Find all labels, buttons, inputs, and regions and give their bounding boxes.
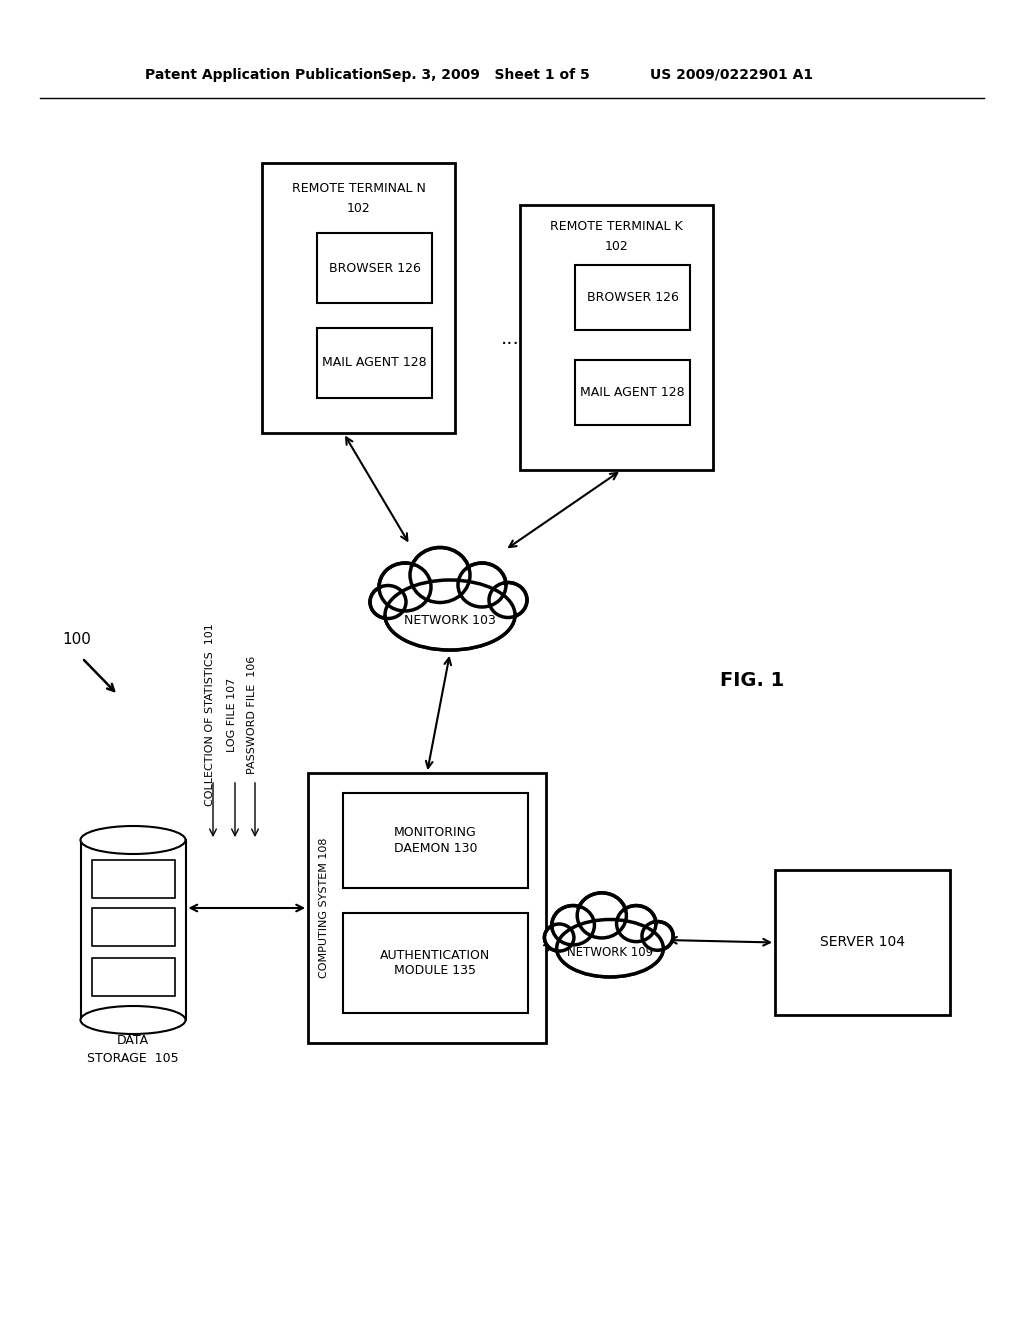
Text: Sep. 3, 2009   Sheet 1 of 5: Sep. 3, 2009 Sheet 1 of 5 — [382, 69, 590, 82]
Text: 102: 102 — [604, 240, 629, 253]
Ellipse shape — [557, 920, 664, 977]
Text: NETWORK 103: NETWORK 103 — [404, 614, 496, 627]
Bar — [91, 908, 174, 946]
Ellipse shape — [548, 927, 571, 948]
Ellipse shape — [461, 566, 503, 605]
Text: NETWORK 109: NETWORK 109 — [567, 945, 653, 958]
Ellipse shape — [558, 921, 663, 975]
Ellipse shape — [492, 586, 524, 615]
Bar — [520, 205, 713, 470]
Bar — [775, 870, 950, 1015]
Text: 102: 102 — [347, 202, 371, 214]
Bar — [575, 360, 690, 425]
Ellipse shape — [458, 564, 506, 607]
Bar — [575, 265, 690, 330]
Text: Patent Application Publication: Patent Application Publication — [145, 69, 383, 82]
Text: FIG. 1: FIG. 1 — [720, 671, 784, 689]
Ellipse shape — [490, 585, 525, 615]
Ellipse shape — [81, 1006, 185, 1034]
Text: MAIL AGENT 128: MAIL AGENT 128 — [581, 385, 685, 399]
Text: MONITORING
DAEMON 130: MONITORING DAEMON 130 — [394, 826, 477, 854]
Ellipse shape — [386, 582, 513, 648]
Ellipse shape — [370, 586, 406, 619]
Text: AUTHENTICATION
MODULE 135: AUTHENTICATION MODULE 135 — [380, 949, 490, 977]
Bar — [317, 327, 432, 399]
Ellipse shape — [644, 924, 671, 948]
Ellipse shape — [645, 924, 670, 948]
Text: LOG FILE 107: LOG FILE 107 — [227, 678, 237, 752]
Ellipse shape — [557, 920, 663, 975]
Ellipse shape — [580, 895, 625, 936]
Bar — [81, 840, 185, 1020]
Ellipse shape — [642, 921, 673, 950]
Ellipse shape — [616, 906, 656, 941]
Text: SERVER 104: SERVER 104 — [820, 936, 905, 949]
Text: REMOTE TERMINAL K: REMOTE TERMINAL K — [550, 220, 683, 234]
Ellipse shape — [555, 908, 592, 942]
Ellipse shape — [385, 579, 515, 649]
Text: ...: ... — [501, 329, 519, 347]
Text: STORAGE  105: STORAGE 105 — [87, 1052, 179, 1064]
Bar — [343, 913, 528, 1012]
Bar — [91, 958, 174, 997]
Bar — [317, 234, 432, 304]
Text: 100: 100 — [62, 632, 91, 648]
Bar — [343, 793, 528, 888]
Ellipse shape — [578, 892, 627, 939]
Ellipse shape — [372, 587, 404, 616]
Ellipse shape — [618, 908, 654, 940]
Ellipse shape — [412, 549, 468, 601]
Ellipse shape — [620, 908, 653, 939]
Ellipse shape — [373, 589, 403, 615]
Ellipse shape — [413, 550, 467, 599]
Bar — [91, 861, 174, 898]
Text: MAIL AGENT 128: MAIL AGENT 128 — [323, 356, 427, 370]
Text: BROWSER 126: BROWSER 126 — [587, 290, 679, 304]
Text: REMOTE TERMINAL N: REMOTE TERMINAL N — [292, 181, 425, 194]
Ellipse shape — [381, 565, 429, 609]
Text: BROWSER 126: BROWSER 126 — [329, 261, 421, 275]
Ellipse shape — [460, 565, 504, 605]
Bar — [308, 774, 546, 1043]
Ellipse shape — [489, 582, 527, 618]
Ellipse shape — [81, 826, 185, 854]
Ellipse shape — [410, 548, 470, 602]
Ellipse shape — [386, 581, 514, 649]
Text: PASSWORD FILE  106: PASSWORD FILE 106 — [247, 656, 257, 774]
Text: DATA: DATA — [117, 1034, 150, 1047]
Bar — [262, 162, 455, 433]
Ellipse shape — [379, 564, 431, 611]
Ellipse shape — [545, 924, 573, 952]
Ellipse shape — [554, 908, 593, 942]
Text: US 2009/0222901 A1: US 2009/0222901 A1 — [650, 69, 813, 82]
Text: COLLECTION OF STATISTICS  101: COLLECTION OF STATISTICS 101 — [205, 623, 215, 807]
Ellipse shape — [552, 906, 594, 945]
Ellipse shape — [382, 566, 428, 609]
Ellipse shape — [581, 896, 624, 935]
Ellipse shape — [547, 927, 572, 949]
Text: COMPUTING SYSTEM 108: COMPUTING SYSTEM 108 — [319, 838, 329, 978]
